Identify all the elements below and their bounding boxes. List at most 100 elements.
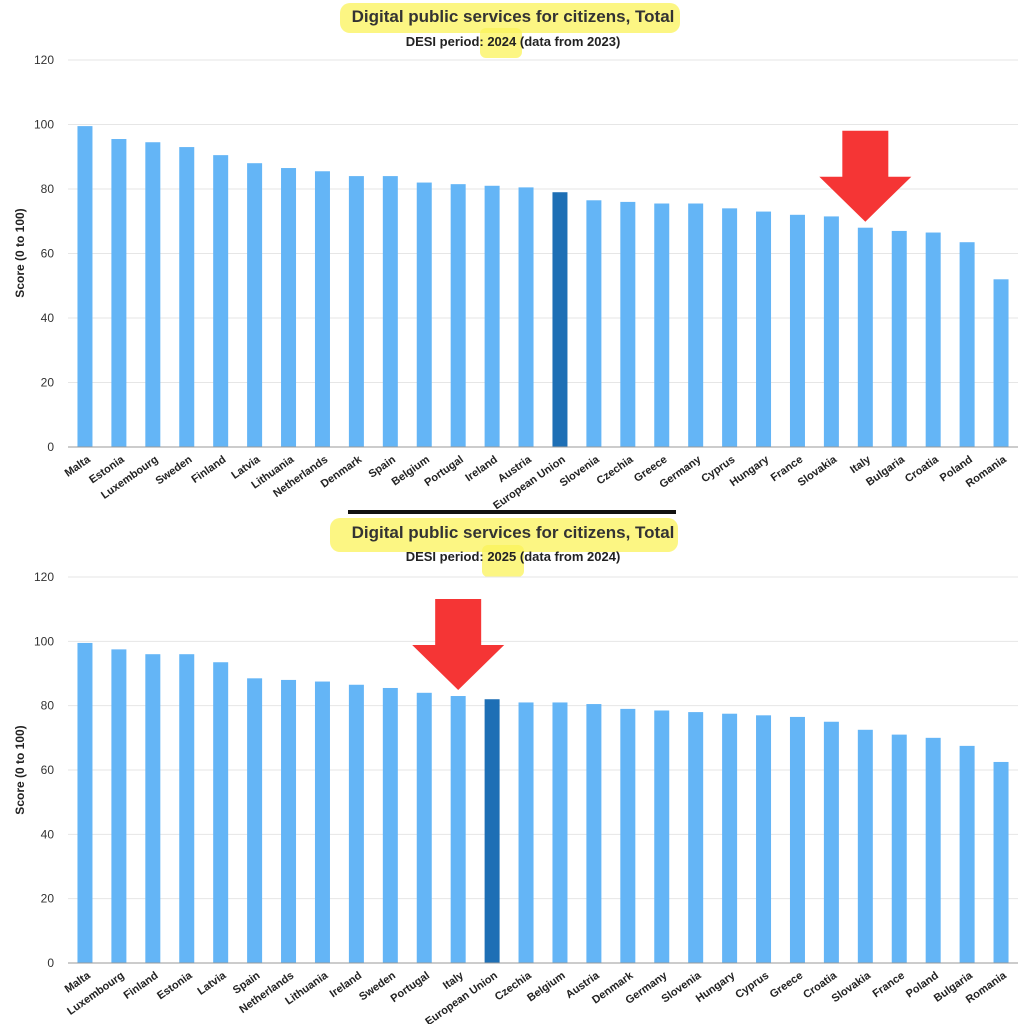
bar-finland[interactable] <box>213 155 229 447</box>
bar-italy[interactable] <box>450 696 466 963</box>
bar-latvia[interactable] <box>213 662 229 963</box>
chart-title: Digital public services for citizens, To… <box>352 7 675 26</box>
bar-greece[interactable] <box>654 203 670 447</box>
x-tick-label-slovakia: Slovakia <box>796 453 840 489</box>
y-tick-label: 100 <box>34 118 54 132</box>
bar-lithuania[interactable] <box>281 168 297 447</box>
bar-bulgaria[interactable] <box>959 745 975 963</box>
bar-germany[interactable] <box>654 710 670 963</box>
bar-european-union[interactable] <box>552 192 568 447</box>
bar-malta[interactable] <box>77 126 93 448</box>
y-tick-label: 100 <box>34 634 54 648</box>
bar-austria[interactable] <box>586 704 602 963</box>
x-tick-label-france: France <box>871 970 907 1001</box>
x-tick-label-italy: Italy <box>848 453 874 476</box>
arrow-shape <box>819 130 912 222</box>
y-tick-label: 0 <box>47 956 54 970</box>
y-axis-label: Score (0 to 100) <box>13 725 27 814</box>
bar-hungary[interactable] <box>722 713 738 963</box>
bar-greece[interactable] <box>789 716 805 963</box>
y-tick-label: 120 <box>34 570 54 584</box>
bar-croatia[interactable] <box>823 721 839 963</box>
bar-luxembourg[interactable] <box>145 142 161 448</box>
bar-portugal[interactable] <box>450 184 466 447</box>
bar-finland[interactable] <box>145 654 161 963</box>
y-tick-label: 80 <box>41 699 55 713</box>
bar-austria[interactable] <box>518 187 534 447</box>
y-tick-label: 60 <box>41 763 55 777</box>
x-tick-label-slovakia: Slovakia <box>830 969 874 1005</box>
x-tick-label-italy: Italy <box>441 969 467 992</box>
bar-czechia[interactable] <box>620 201 636 447</box>
x-tick-label-slovenia: Slovenia <box>558 453 603 489</box>
bar-cyprus[interactable] <box>756 715 772 963</box>
bar-slovakia[interactable] <box>857 729 873 963</box>
bar-italy[interactable] <box>857 227 873 447</box>
y-tick-label: 60 <box>41 247 55 261</box>
title-highlight-marker <box>330 518 678 552</box>
bar-spain[interactable] <box>382 176 398 447</box>
y-axis-label: Score (0 to 100) <box>13 208 27 297</box>
bar-netherlands[interactable] <box>281 679 297 963</box>
y-tick-label: 0 <box>47 440 54 454</box>
chart-panel-2025: Digital public services for citizens, To… <box>13 518 1018 1024</box>
y-tick-label: 20 <box>41 892 55 906</box>
y-tick-label: 40 <box>41 311 55 325</box>
red-arrow-icon <box>819 130 912 222</box>
bar-sweden[interactable] <box>179 147 195 447</box>
chart-subtitle: DESI period: 2024 (data from 2023) <box>406 34 621 49</box>
bar-portugal[interactable] <box>416 692 432 963</box>
bar-lithuania[interactable] <box>314 681 330 963</box>
x-tick-label-portugal: Portugal <box>389 970 432 1005</box>
bar-cyprus[interactable] <box>722 208 738 447</box>
bar-latvia[interactable] <box>247 163 263 447</box>
x-tick-label-cyprus: Cyprus <box>733 970 771 1002</box>
x-tick-label-portugal: Portugal <box>422 454 465 489</box>
bar-poland[interactable] <box>959 242 975 447</box>
arrow-shape <box>412 599 505 691</box>
bar-belgium[interactable] <box>552 702 568 963</box>
bar-slovakia[interactable] <box>823 216 839 447</box>
bar-germany[interactable] <box>688 203 704 447</box>
bar-romania[interactable] <box>993 279 1009 447</box>
x-tick-label-finland: Finland <box>189 454 228 486</box>
bar-ireland[interactable] <box>348 684 364 963</box>
year-highlight-marker <box>482 545 524 577</box>
bar-malta[interactable] <box>77 642 93 963</box>
bar-france[interactable] <box>891 734 907 963</box>
bar-denmark[interactable] <box>620 708 636 963</box>
bar-bulgaria[interactable] <box>891 230 907 447</box>
bar-slovenia[interactable] <box>586 200 602 447</box>
bar-estonia[interactable] <box>111 139 127 447</box>
bar-croatia[interactable] <box>925 232 941 447</box>
x-tick-label-bulgaria: Bulgaria <box>864 453 908 489</box>
bar-france[interactable] <box>789 214 805 447</box>
bar-denmark[interactable] <box>348 176 364 447</box>
bar-european-union[interactable] <box>484 699 500 963</box>
x-tick-label-finland: Finland <box>122 970 161 1002</box>
bar-luxembourg[interactable] <box>111 649 127 963</box>
x-tick-label-belgium: Belgium <box>525 970 568 1005</box>
y-tick-label: 120 <box>34 53 54 67</box>
x-tick-label-latvia: Latvia <box>195 969 229 998</box>
bar-sweden[interactable] <box>382 687 398 963</box>
bar-hungary[interactable] <box>756 211 772 447</box>
bar-poland[interactable] <box>925 737 941 963</box>
year-highlight-marker <box>480 28 522 58</box>
bars <box>77 642 1009 963</box>
bar-czechia[interactable] <box>518 702 534 963</box>
bar-romania[interactable] <box>993 761 1009 963</box>
bar-slovenia[interactable] <box>688 712 704 963</box>
bars <box>77 126 1009 448</box>
bar-spain[interactable] <box>247 678 263 963</box>
bar-estonia[interactable] <box>179 654 195 963</box>
bar-netherlands[interactable] <box>314 171 330 447</box>
chart-subtitle: DESI period: 2025 (data from 2024) <box>406 549 621 564</box>
y-tick-label: 40 <box>41 827 55 841</box>
bar-belgium[interactable] <box>416 182 432 448</box>
x-tick-label-estonia: Estonia <box>155 969 195 1002</box>
bar-ireland[interactable] <box>484 185 500 447</box>
